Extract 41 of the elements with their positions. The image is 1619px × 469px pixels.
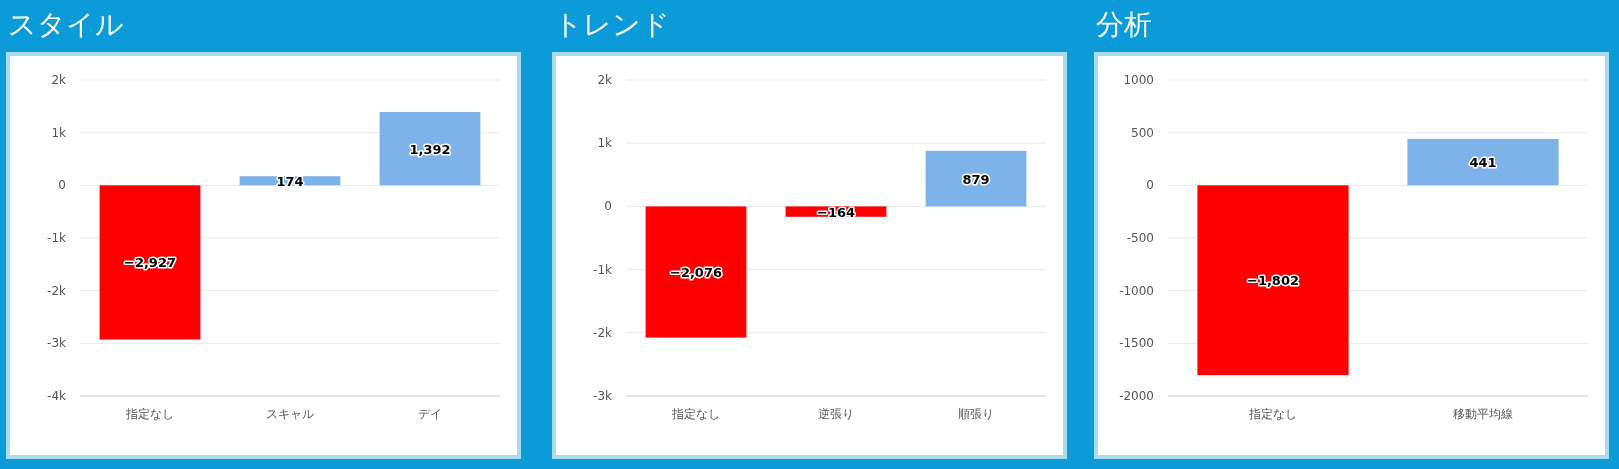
y-tick-label: 1000 xyxy=(1123,73,1154,87)
y-tick-label: 0 xyxy=(1146,178,1154,193)
y-tick-label: 0 xyxy=(604,199,612,214)
y-tick-label: -2000 xyxy=(1119,389,1154,403)
bar xyxy=(99,185,201,340)
data-label: −2,076 xyxy=(669,265,723,280)
y-tick-label: -4k xyxy=(47,389,67,403)
x-tick-label: 逆張り xyxy=(818,407,854,421)
chart-title: トレンド xyxy=(554,8,670,41)
data-label: 879 xyxy=(962,171,990,187)
data-label: 1,392 xyxy=(409,141,451,157)
y-tick-label: -500 xyxy=(1126,231,1154,245)
bar xyxy=(379,112,481,186)
y-tick-label: 2k xyxy=(597,73,613,87)
x-tick-label: 順張り xyxy=(958,407,994,421)
data-label: 174 xyxy=(276,173,304,189)
y-tick-label: -3k xyxy=(593,389,613,403)
y-tick-label: -1500 xyxy=(1119,336,1154,351)
y-tick-label: -1k xyxy=(47,231,67,245)
data-label: −1,802 xyxy=(1246,273,1300,289)
y-tick-label: -1k xyxy=(593,262,613,277)
data-label: 441 xyxy=(1469,155,1497,171)
y-tick-label: -3k xyxy=(47,336,67,351)
y-tick-label: -2k xyxy=(47,283,67,298)
data-label: −2,927 xyxy=(123,255,177,271)
x-tick-label: 指定なし xyxy=(125,407,174,421)
y-tick-label: 2k xyxy=(51,73,67,87)
chart-title: 分析 xyxy=(1096,8,1152,41)
x-tick-label: 移動平均線 xyxy=(1453,407,1513,421)
x-tick-label: 指定なし xyxy=(1248,407,1297,421)
y-tick-label: -1000 xyxy=(1119,283,1154,298)
x-tick-label: デイ xyxy=(418,407,442,421)
chart-title: スタイル xyxy=(8,8,124,41)
y-tick-label: 1k xyxy=(51,125,67,140)
y-tick-label: 500 xyxy=(1131,125,1154,140)
y-tick-label: -2k xyxy=(593,325,613,340)
x-tick-label: 指定なし xyxy=(671,407,720,421)
y-tick-label: 1k xyxy=(597,136,613,151)
x-tick-label: スキャル xyxy=(266,407,314,421)
y-tick-label: 0 xyxy=(58,178,66,193)
data-label: −164 xyxy=(816,204,856,220)
